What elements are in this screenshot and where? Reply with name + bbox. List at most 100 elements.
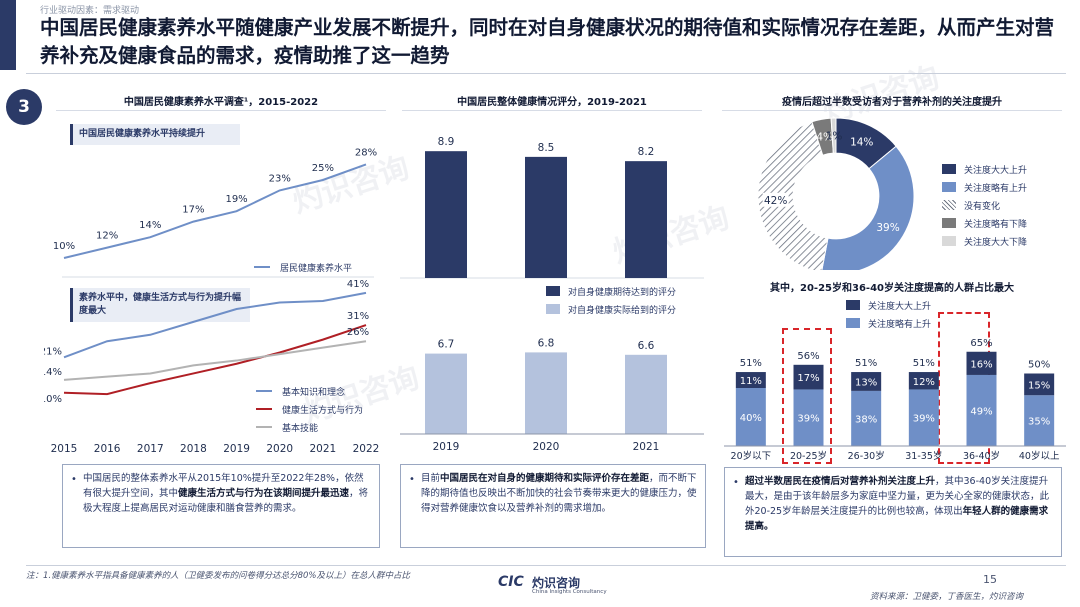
legend-label: 对自身健康实际给到的评分 <box>568 305 677 316</box>
segment-label: 49% <box>970 406 992 417</box>
highlight-box-20-25 <box>782 328 832 464</box>
source-note: 资料来源：卫健委，丁香医生，灼识咨询 <box>870 592 1024 602</box>
total-label: 51% <box>740 358 762 369</box>
bar-segment <box>966 374 997 446</box>
series-line <box>63 291 367 359</box>
left-panel-rule <box>56 110 386 111</box>
middle-legend: 对自身健康期待达到的评分 对自身健康实际给到的评分 <box>546 282 676 318</box>
bottom-line-layer: 21% 41% 10% 31% 14% 26% <box>44 279 369 405</box>
legend-item: 健康生活方式与行为 <box>256 400 363 418</box>
bar-segment <box>793 389 824 446</box>
legend-line <box>256 390 272 392</box>
bar-segment <box>735 372 766 388</box>
x-tick-label: 2021 <box>633 441 660 453</box>
bullet-emphasis: 年轻人群的健康需求提高。 <box>745 506 1049 532</box>
data-label: 12% <box>96 231 118 242</box>
footnote: 注：1.健康素养水平指具备健康素养的人（卫健委发布的问卷得分达总分80%及以上）… <box>26 571 411 581</box>
data-label: 25% <box>312 163 334 174</box>
cic-logo: CIC 灼识咨询 China Insights Consultancy <box>498 574 618 598</box>
data-label: 10% <box>53 241 75 252</box>
x-tick-label: 36-40岁 <box>963 450 1000 462</box>
x-tick-label: 2016 <box>94 443 121 455</box>
data-label: 19% <box>225 194 247 205</box>
x-tick-label: 2019 <box>223 443 250 455</box>
legend-swatch <box>546 286 560 296</box>
series-line <box>63 340 367 381</box>
year-axis: 2015 2016 2017 2018 2019 2020 2021 2022 <box>51 443 380 455</box>
legend-swatch <box>846 318 860 328</box>
legend-line <box>254 266 270 268</box>
legend-label: 健康生活方式与行为 <box>282 405 364 416</box>
bar-value-label: 6.7 <box>438 339 455 351</box>
middle-panel-title: 中国居民整体健康情况评分，2019-2021 <box>457 97 647 108</box>
legend-item: 基本知识和理念 <box>256 382 363 400</box>
slice-label: 42% <box>764 195 787 207</box>
top-line-legend: 居民健康素养水平 <box>254 258 352 276</box>
legend-line <box>256 426 272 428</box>
bullet-emphasis: 超过半数居民在疫情后对营养补剂关注度上升 <box>745 476 936 487</box>
donut-slice <box>821 145 915 270</box>
legend-label: 关注度略有上升 <box>964 183 1028 194</box>
legend-label: 关注度略有下降 <box>964 219 1028 230</box>
legend-item: 关注度略有上升 <box>846 314 931 332</box>
donut-slice <box>757 121 829 270</box>
header-accent-bar <box>0 0 16 70</box>
data-label: 17% <box>182 205 204 216</box>
legend-swatch <box>942 164 956 174</box>
bullet-dot: • <box>71 474 77 485</box>
bar-value-label: 6.6 <box>638 340 655 352</box>
segment-label: 40% <box>740 413 762 424</box>
legend-swatch <box>942 200 956 210</box>
bar-value-label: 8.9 <box>438 136 455 148</box>
donut-slice <box>830 117 837 154</box>
bullet-dot: • <box>409 474 415 485</box>
x-tick-label: 40岁以上 <box>1019 450 1060 462</box>
end-label: 31% <box>347 311 369 322</box>
segment-label: 17% <box>797 373 819 384</box>
bullet-emphasis: 中国居民在对自身的健康期待和实际评价存在差距 <box>440 473 650 484</box>
bullet-text: ，其中36-40岁关注度提升最大，是由于该年龄层多为家庭中坚力量，更为关心全家的… <box>745 476 1050 517</box>
slice-label: 4% <box>816 132 833 144</box>
bullet-emphasis: 健康生活方式与行为在该期间提升最迅速 <box>178 488 350 499</box>
legend-item: 对自身健康期待达到的评分 <box>546 282 676 300</box>
segment-label: 38% <box>855 414 877 425</box>
bullet-text: ，将极大程度上提高居民对运动健康和膳食营养的需求。 <box>83 488 369 514</box>
breadcrumb: 行业驱动因素：需求驱动 <box>40 6 140 16</box>
end-label: 26% <box>347 327 369 338</box>
x-tick-label: 2015 <box>51 443 78 455</box>
x-tick-label: 26-30岁 <box>848 450 885 462</box>
legend-swatch <box>942 182 956 192</box>
total-label: 51% <box>913 358 935 369</box>
title-divider <box>26 73 1066 74</box>
pie-legend: 关注度大大上升 关注度略有上升 没有变化 关注度略有下降 关注度大大下降 <box>942 160 1027 250</box>
bar-segment <box>1024 373 1055 396</box>
bar-value-label: 8.5 <box>538 142 555 154</box>
legend-item: 基本技能 <box>256 418 363 436</box>
logo-mark: CIC <box>498 574 524 590</box>
segment-label: 15% <box>1028 380 1050 391</box>
series-line <box>63 324 367 396</box>
attention-donut-chart: 14% 39% 42% 4%1% <box>757 117 915 270</box>
literacy-line-chart: 10% 12% 14% 17% 19% 23% 25% 28% 21% 41% 10% 31% 14%… <box>44 147 380 455</box>
age-stacked-bar-chart: 40% 11% 51% 20岁以下 39% 17% 56% 20-25岁 38% 13% 51% 26… <box>724 338 1066 462</box>
legend-swatch <box>546 304 560 314</box>
bar-value-label: 8.2 <box>638 146 655 158</box>
segment-label: 39% <box>913 414 935 425</box>
legend-item: 对自身健康实际给到的评分 <box>546 300 676 318</box>
bar-segment <box>1024 395 1055 446</box>
start-label: 10% <box>44 394 62 405</box>
bar <box>625 161 667 278</box>
bullet-text: 中国居民的整体素养水平从2015年10%提升至2022年28%，依然有很大提升空… <box>83 473 364 499</box>
legend-label: 基本知识和理念 <box>282 387 346 398</box>
segment-label: 12% <box>913 377 935 388</box>
right-panel-rule <box>722 110 1062 111</box>
data-label: 28% <box>355 147 377 158</box>
bullet-text: 目前 <box>421 473 441 484</box>
logo-cn: 灼识咨询 <box>532 576 581 590</box>
legend-item: 关注度略有下降 <box>942 214 1027 232</box>
data-label: 23% <box>269 173 291 184</box>
legend-item: 没有变化 <box>942 196 1027 214</box>
age-panel-title: 其中，20-25岁和36-40岁关注度提高的人群占比最大 <box>770 283 1014 294</box>
bar-segment <box>851 390 882 446</box>
age-bar-layer: 40% 11% 51% 20岁以下 39% 17% 56% 20-25岁 38% 13% 51% 26… <box>724 338 1066 462</box>
